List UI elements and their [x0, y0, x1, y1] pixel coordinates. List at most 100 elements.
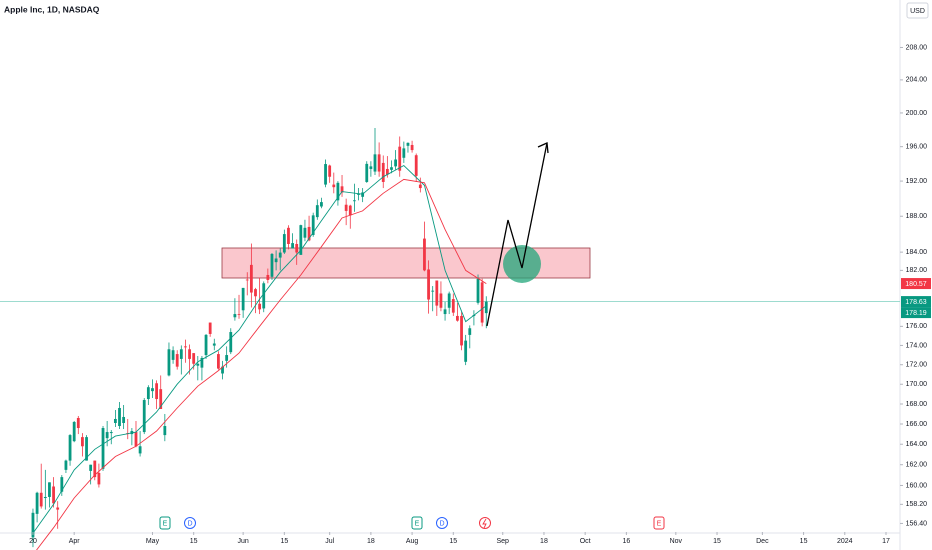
- event-label: D: [187, 520, 192, 527]
- candle-body: [258, 303, 262, 310]
- candle-body: [142, 400, 146, 433]
- event-label: E: [163, 520, 168, 527]
- candle-body: [447, 293, 451, 308]
- candle-body: [460, 315, 463, 346]
- y-tick-label: 174.00: [906, 342, 928, 349]
- x-tick-label: 15: [280, 538, 288, 545]
- x-tick-label: Sep: [497, 538, 510, 545]
- y-tick-label: 200.00: [906, 110, 928, 117]
- x-tick-label: 17: [882, 538, 890, 545]
- candle-body: [332, 184, 336, 188]
- y-tick-label: 158.20: [906, 501, 928, 508]
- currency-box[interactable]: [906, 2, 929, 19]
- candle-body: [266, 274, 270, 280]
- candle-body: [369, 166, 373, 169]
- x-tick-label: Jun: [237, 538, 248, 545]
- x-tick-label: 20: [29, 538, 37, 545]
- candle-body: [456, 315, 459, 321]
- candle-body: [348, 205, 352, 216]
- candle-body: [118, 407, 121, 427]
- candle-body: [278, 252, 282, 258]
- candle-body: [72, 421, 76, 442]
- candle-body: [43, 496, 47, 499]
- candle-body: [35, 492, 39, 514]
- candle-body: [122, 416, 126, 423]
- candle-body: [52, 486, 55, 504]
- candle-body: [200, 357, 204, 368]
- y-tick-label: 184.00: [906, 249, 928, 256]
- candle-body: [484, 301, 488, 314]
- candle-body: [89, 464, 93, 471]
- candle-body: [101, 428, 105, 469]
- candle-body: [344, 204, 348, 211]
- y-tick-label: 192.00: [906, 178, 928, 185]
- candle-body: [204, 334, 208, 356]
- price-badge-label: 180.57: [905, 281, 927, 288]
- candle-body: [295, 243, 299, 253]
- candle-body: [282, 234, 286, 253]
- chart-title: Apple Inc, 1D, NASDAQ: [4, 4, 100, 14]
- event-icon[interactable]: [159, 516, 171, 530]
- candle-body: [60, 477, 64, 492]
- price-badge: [901, 278, 931, 290]
- candle-body: [274, 258, 278, 263]
- y-tick-label: 168.00: [906, 401, 928, 408]
- candle-body: [81, 437, 84, 447]
- target-circle: [503, 245, 541, 283]
- event-icon[interactable]: [653, 516, 665, 530]
- candle-body: [212, 343, 216, 346]
- candle-body: [237, 314, 241, 315]
- event-icon[interactable]: [411, 516, 423, 530]
- candle-body: [336, 182, 340, 201]
- candle-body: [31, 512, 35, 538]
- event-icon[interactable]: [436, 517, 448, 529]
- y-tick-label: 162.00: [906, 462, 928, 469]
- candle-body: [324, 164, 327, 185]
- candle-body: [76, 417, 80, 429]
- x-tick-label: 15: [190, 538, 198, 545]
- candle-body: [394, 159, 398, 167]
- candle-body: [476, 278, 480, 303]
- x-tick-label: 16: [622, 538, 630, 545]
- price-badge: [901, 296, 931, 308]
- candle-body: [410, 144, 414, 151]
- y-tick-label: 170.00: [906, 381, 928, 388]
- y-tick-label: 166.00: [906, 421, 928, 428]
- candle-body: [85, 437, 88, 461]
- x-tick-label: 15: [800, 538, 808, 545]
- y-tick-label: 172.00: [906, 362, 928, 369]
- candle-body: [134, 432, 138, 447]
- candle-body: [208, 322, 212, 334]
- candle-body: [352, 200, 356, 202]
- candle-body: [303, 227, 307, 238]
- candle-body: [159, 389, 163, 409]
- candle-body: [427, 269, 430, 300]
- candle-body: [179, 349, 183, 359]
- candle-body: [229, 332, 233, 353]
- candle-body: [311, 215, 315, 235]
- candle-body: [262, 283, 266, 309]
- candle-body: [175, 354, 179, 367]
- event-icon[interactable]: [184, 517, 196, 529]
- y-tick-label: 208.00: [906, 44, 928, 51]
- candle-body: [48, 482, 51, 497]
- x-tick-label: 15: [449, 538, 457, 545]
- candle-body: [443, 309, 447, 315]
- candle-body: [113, 418, 117, 423]
- candle-body: [196, 363, 200, 366]
- arrow-head: [537, 142, 549, 154]
- candle-body: [270, 253, 274, 277]
- candle-body: [431, 290, 435, 292]
- candle-body: [340, 186, 344, 193]
- candle-body: [151, 388, 154, 392]
- y-tick-label: 182.00: [906, 267, 928, 274]
- candle-body: [225, 355, 229, 361]
- x-tick-label: Oct: [580, 538, 591, 545]
- candle-body: [357, 194, 360, 195]
- candle-body: [64, 460, 68, 470]
- candle-body: [245, 279, 249, 281]
- price-badge-label: 178.19: [905, 310, 927, 317]
- event-icon[interactable]: [479, 517, 491, 529]
- candle-body: [249, 264, 253, 293]
